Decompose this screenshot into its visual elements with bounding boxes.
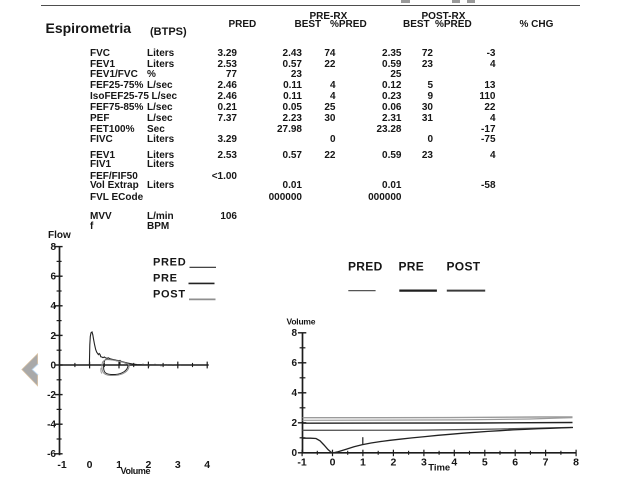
svg-text:5: 5	[482, 456, 488, 468]
svg-text:4: 4	[451, 456, 457, 468]
svg-text:2: 2	[291, 418, 297, 429]
svg-text:8: 8	[573, 456, 579, 468]
svg-text:-4: -4	[47, 420, 56, 431]
svg-text:PRED: PRED	[153, 257, 186, 269]
svg-text:6: 6	[50, 272, 56, 283]
svg-text:POST: POST	[153, 289, 186, 301]
svg-text:2: 2	[145, 459, 151, 471]
svg-text:Flow: Flow	[48, 230, 71, 241]
svg-text:1: 1	[360, 456, 366, 468]
svg-text:7: 7	[543, 456, 549, 468]
svg-text:2: 2	[390, 456, 396, 468]
svg-text:4: 4	[291, 388, 297, 399]
svg-text:-6: -6	[47, 449, 56, 460]
svg-text:Time: Time	[428, 463, 450, 474]
svg-text:-1: -1	[297, 456, 306, 468]
svg-text:0: 0	[50, 360, 56, 371]
svg-text:3: 3	[421, 456, 427, 468]
svg-text:8: 8	[50, 242, 56, 253]
svg-text:PRE: PRE	[153, 273, 178, 285]
svg-text:POST: POST	[447, 260, 481, 274]
svg-text:Volume: Volume	[287, 317, 316, 327]
svg-text:-1: -1	[57, 459, 66, 471]
svg-text:4: 4	[204, 459, 210, 471]
svg-text:1: 1	[116, 459, 122, 471]
svg-text:-2: -2	[47, 390, 56, 401]
svg-text:3: 3	[175, 459, 181, 471]
svg-text:0: 0	[87, 459, 93, 471]
svg-text:2: 2	[50, 331, 56, 342]
svg-text:0: 0	[291, 448, 297, 459]
svg-text:4: 4	[50, 301, 56, 312]
svg-text:8: 8	[291, 328, 297, 339]
svg-text:6: 6	[291, 358, 297, 369]
svg-text:PRED: PRED	[348, 260, 383, 274]
svg-text:6: 6	[512, 456, 518, 468]
svg-text:Volume: Volume	[121, 466, 151, 476]
svg-text:0: 0	[330, 456, 336, 468]
svg-text:PRE: PRE	[399, 260, 425, 274]
